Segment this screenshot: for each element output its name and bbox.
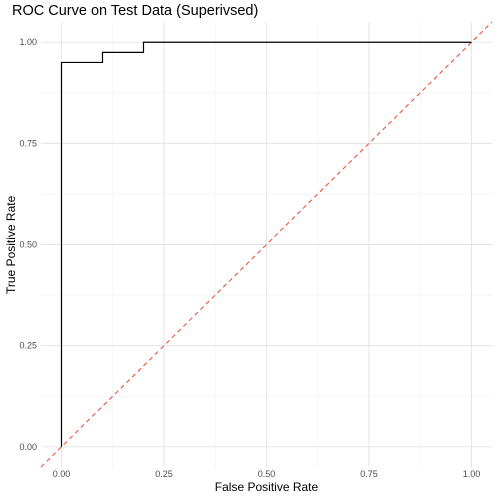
x-tick-label: 0.75 <box>360 469 378 479</box>
series-layer <box>40 21 493 468</box>
y-tick-label: 0.25 <box>19 341 37 351</box>
x-tick-label: 0.50 <box>258 469 276 479</box>
y-axis-label: True Positive Rate <box>4 195 18 294</box>
diagonal-reference-line <box>40 21 493 468</box>
y-tick-label: 0.00 <box>19 442 37 452</box>
tick-labels: 0.00 0.25 0.50 0.75 1.00 0.00 0.25 0.50 0.75 1.00 <box>19 37 480 479</box>
x-tick-label: 0.00 <box>53 469 71 479</box>
x-tick-label: 0.25 <box>155 469 173 479</box>
chart-title: ROC Curve on Test Data (Superivsed) <box>12 3 259 19</box>
y-tick-label: 1.00 <box>19 37 37 47</box>
x-tick-label: 1.00 <box>463 469 481 479</box>
y-tick-label: 0.50 <box>19 240 37 250</box>
x-axis-label: False Positive Rate <box>214 480 319 494</box>
y-tick-label: 0.75 <box>19 138 37 148</box>
roc-curve-line <box>60 41 472 447</box>
